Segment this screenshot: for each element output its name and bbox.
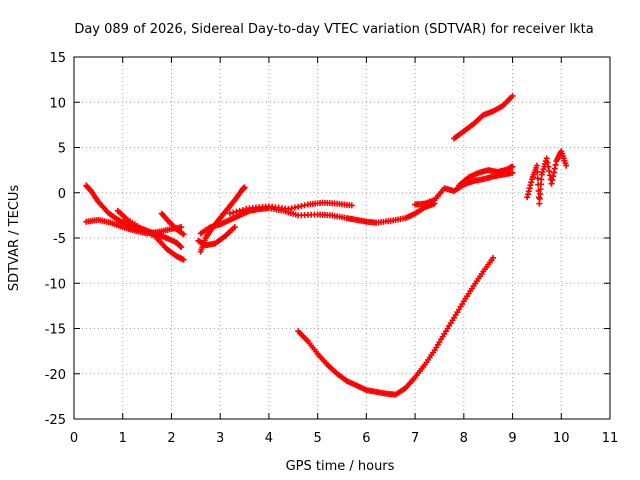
data-point [178,224,185,231]
x-tick-label: 4 [265,431,273,446]
data-point [525,188,532,195]
y-tick-label: -25 [45,413,66,428]
data-point [546,172,553,179]
x-tick-label: 8 [460,431,468,446]
x-tick-label: 1 [119,431,127,446]
data-points [83,92,570,398]
data-point [241,184,248,191]
data-point [552,161,559,168]
y-tick-label: -15 [45,323,66,338]
data-point [551,165,558,172]
data-point [231,224,238,231]
data-point [533,162,540,169]
series-arc-mid-upper [226,199,355,217]
data-point [544,159,551,166]
x-tick-label: 5 [313,431,321,446]
series-arc-late-cluster [524,148,570,207]
series-arc-mid-low [195,224,238,249]
data-point [239,206,246,213]
data-point [509,92,516,99]
series-arc-high [451,92,516,142]
data-point [543,155,550,162]
data-point [549,176,556,183]
data-point [178,244,185,251]
data-point [546,168,553,175]
data-point [534,175,541,182]
series-arc-late-rise [412,169,516,208]
x-tick-label: 0 [70,431,78,446]
data-point [524,194,531,201]
series-arc-late-band [455,163,516,189]
data-point [550,169,557,176]
series-arc-deep [295,254,497,398]
x-tick-label: 10 [553,431,570,446]
series-arc-early-lower [83,216,185,237]
data-point [180,231,187,238]
data-point [528,179,535,186]
data-point [509,163,516,170]
x-tick-label: 11 [602,431,619,446]
chart-title: Day 089 of 2026, Sidereal Day-to-day VTE… [74,22,593,37]
data-point [348,202,355,209]
x-tick-label: 6 [362,431,370,446]
data-point [180,256,187,263]
y-tick-label: -20 [45,368,66,383]
data-point [233,208,240,215]
y-axis-label: SDTVAR / TECUs [7,185,22,292]
x-tick-label: 3 [216,431,224,446]
series-arc-early-dip [114,207,187,263]
x-tick-label: 9 [508,431,516,446]
y-tick-label: -10 [45,277,66,292]
x-tick-label: 7 [411,431,419,446]
data-point [526,185,533,192]
x-tick-label: 2 [167,431,175,446]
y-tick-label: 0 [58,187,66,202]
y-tick-label: -5 [53,232,66,247]
data-point [527,182,534,189]
data-point [534,168,541,175]
data-point [524,191,531,198]
data-point [236,207,243,214]
data-point [490,254,497,261]
data-point [548,180,555,187]
series-arc-early-cross [158,210,187,238]
data-point [545,163,552,170]
axis-ticks: 0 1 2 3 4 5 6 7 8 9 10 11 -25 -20 -15 -10 -5 0 5 10 15 [45,51,619,446]
x-axis-label: GPS time / hours [286,459,395,474]
data-point [226,210,233,217]
data-point [563,162,570,169]
data-point [243,206,250,213]
y-tick-label: 15 [49,51,66,66]
y-tick-label: 5 [58,142,66,157]
data-point [509,169,516,176]
y-tick-label: 10 [49,96,66,111]
plot-frame [73,56,611,420]
data-point [550,173,557,180]
data-point [230,209,237,216]
